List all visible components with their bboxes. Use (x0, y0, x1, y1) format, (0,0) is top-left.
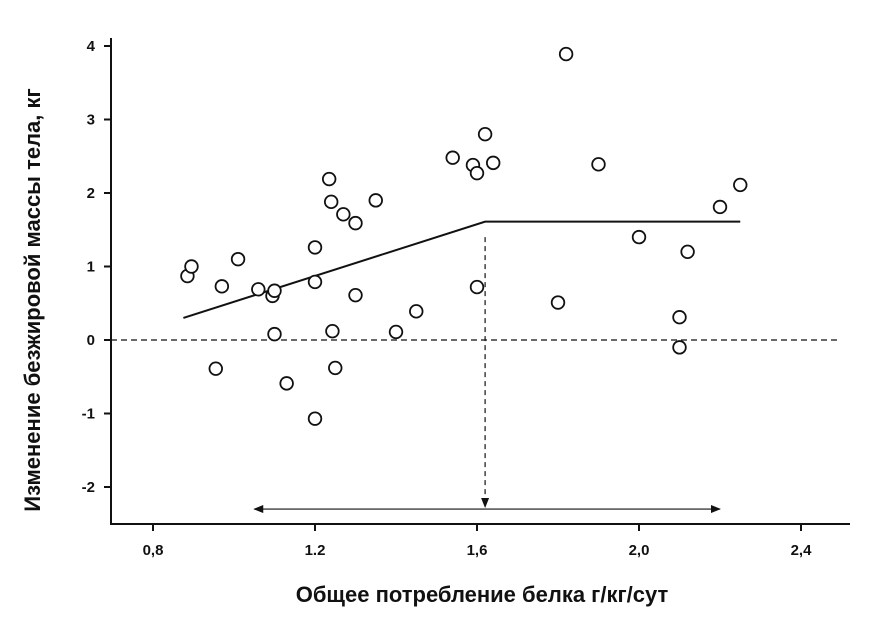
x-tick-label: 2,0 (629, 542, 650, 559)
data-point (321, 171, 337, 187)
data-point (486, 155, 501, 171)
y-tick-label: -2 (82, 479, 95, 496)
x-tick-label: 1,6 (467, 542, 488, 559)
fit-line (183, 220, 741, 319)
data-point (348, 287, 363, 303)
data-point (328, 360, 343, 376)
data-point (680, 244, 695, 260)
data-point (208, 361, 223, 376)
data-point (558, 46, 574, 62)
x-axis-title: Общее потребление белка г/кг/сут (296, 582, 669, 607)
x-tick-label: 2,4 (791, 542, 813, 559)
y-axis-title: Изменение безжировой массы тела, кг (20, 88, 45, 511)
data-point (672, 310, 687, 325)
y-tick-label: 1 (87, 259, 95, 276)
data-point (307, 274, 323, 290)
data-point (733, 177, 748, 193)
data-point (550, 295, 566, 310)
axes (104, 38, 850, 531)
data-point (368, 193, 383, 208)
data-point (214, 279, 230, 294)
data-point (409, 304, 424, 319)
data-point (325, 323, 340, 339)
data-point (445, 150, 460, 165)
data-point (279, 376, 294, 391)
data-point (591, 157, 606, 172)
data-point (307, 240, 323, 255)
data-point (469, 279, 485, 295)
data-points (180, 46, 748, 426)
tick-labels: 4 3 2 1 0 -1 -2 0,8 1.2 1,6 2,0 2,4 (82, 38, 812, 559)
data-point (388, 324, 404, 340)
data-point (324, 194, 339, 210)
reference-lines (111, 237, 840, 514)
x-tick-label: 1.2 (305, 542, 326, 559)
data-point (184, 259, 199, 274)
y-tick-label: 4 (87, 38, 96, 55)
data-point (672, 340, 687, 355)
data-point (469, 165, 485, 181)
data-point (251, 282, 266, 297)
data-point (631, 229, 647, 245)
y-tick-label: 2 (87, 185, 95, 202)
x-tick-label: 0,8 (143, 542, 164, 559)
data-point (348, 215, 363, 231)
data-point (307, 411, 323, 426)
data-point (477, 126, 493, 142)
data-point (267, 283, 282, 298)
data-point (712, 199, 728, 215)
y-tick-label: -1 (82, 406, 95, 423)
y-tick-label: 3 (87, 112, 95, 129)
y-tick-label: 0 (87, 332, 95, 349)
fit-line-group (183, 220, 741, 319)
data-point (267, 326, 282, 342)
data-point (230, 251, 246, 267)
data-point (336, 207, 351, 222)
